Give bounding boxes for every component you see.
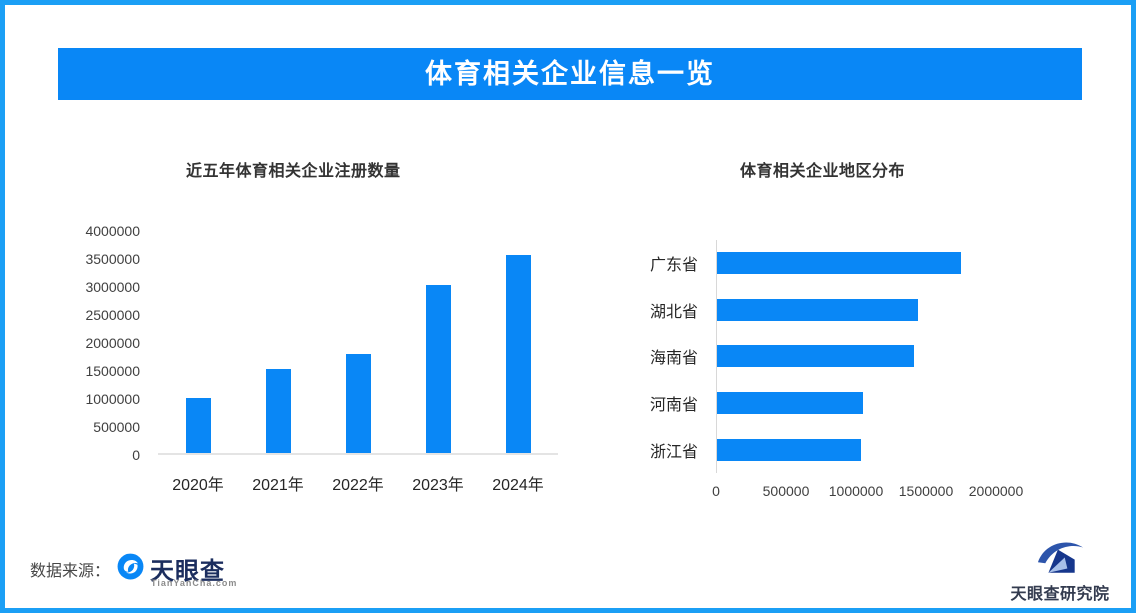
x-axis-labels: 2020年 2021年 2022年 2023年 2024年 — [158, 471, 558, 495]
bar-zone — [716, 286, 996, 334]
bar-row: 浙江省 — [650, 426, 996, 473]
region-label: 广东省 — [650, 257, 699, 275]
regions-chart-title: 体育相关企业地区分布 — [740, 163, 906, 180]
x-tick-label: 0 — [712, 483, 720, 499]
region-label: 浙江省 — [650, 443, 699, 461]
y-axis: 0 500000 1000000 1500000 2000000 2500000 30000… — [85, 223, 150, 463]
bar-row: 湖北省 — [650, 286, 996, 334]
column-bar — [185, 397, 211, 453]
page-title-banner: 体育相关企业信息一览 — [58, 48, 1082, 100]
regions-bar-chart: 广东省湖北省海南省河南省浙江省 0 500000 1000000 1500000 200… — [650, 240, 1090, 510]
x-category-label: 2023年 — [412, 477, 464, 494]
x-category-label: 2020年 — [172, 477, 224, 494]
tianyancha-logo: 天眼查 TianYanCha.com — [117, 551, 247, 591]
column-bar — [265, 369, 291, 453]
y-tick-label: 0 — [132, 447, 140, 463]
bar-zone — [716, 426, 996, 473]
y-tick-label: 4000000 — [85, 223, 140, 239]
page-title: 体育相关企业信息一览 — [425, 59, 715, 89]
institute-swoosh-house-icon — [1032, 536, 1088, 583]
x-axis-ticks: 0 500000 1000000 1500000 2000000 — [712, 483, 1023, 503]
y-tick-label: 3000000 — [85, 279, 140, 295]
bar-row: 广东省 — [650, 240, 996, 287]
x-category-label: 2024年 — [492, 477, 544, 494]
data-source-label: 数据来源： — [30, 563, 111, 580]
x-tick-label: 2000000 — [968, 483, 1024, 499]
bar-row: 河南省 — [650, 379, 996, 427]
registrations-chart-title: 近五年体育相关企业注册数量 — [186, 163, 401, 180]
region-bar — [717, 298, 918, 321]
plot-area — [158, 231, 558, 455]
bar-zone — [716, 379, 996, 427]
bar-zone — [716, 333, 996, 380]
region-bar — [717, 252, 962, 275]
column-bar — [505, 255, 531, 453]
y-tick-label: 1000000 — [85, 391, 140, 407]
column-bar — [345, 354, 371, 453]
region-bar — [717, 345, 914, 368]
region-label: 湖北省 — [650, 303, 699, 321]
x-category-label: 2021年 — [252, 477, 304, 494]
region-label: 河南省 — [650, 397, 699, 415]
y-tick-label: 3500000 — [85, 251, 140, 267]
tianyancha-wordmark: 天眼查 — [150, 558, 225, 585]
x-category-label: 2022年 — [332, 477, 384, 494]
x-tick-label: 1500000 — [898, 483, 954, 499]
x-tick-label: 500000 — [762, 483, 810, 499]
institute-logo: 天眼查研究院 — [1000, 536, 1120, 603]
bar-row: 海南省 — [650, 333, 996, 380]
region-bar — [717, 392, 864, 415]
y-tick-label: 500000 — [93, 419, 140, 435]
region-bar — [717, 438, 861, 461]
institute-name: 天眼查研究院 — [1010, 586, 1110, 603]
region-label: 海南省 — [650, 350, 699, 368]
registrations-column-chart: 0 500000 1000000 1500000 2000000 2500000 30000… — [85, 223, 588, 494]
bar-zone — [716, 240, 996, 287]
y-tick-label: 2500000 — [85, 307, 140, 323]
tianyancha-domain: TianYanCha.com — [151, 578, 238, 588]
bar-rows: 广东省湖北省海南省河南省浙江省 — [650, 240, 996, 473]
x-tick-label: 1000000 — [828, 483, 884, 499]
y-tick-label: 1500000 — [85, 363, 140, 379]
y-tick-label: 2000000 — [85, 335, 140, 351]
column-bar — [425, 284, 451, 453]
tianyancha-aperture-icon — [117, 553, 144, 585]
